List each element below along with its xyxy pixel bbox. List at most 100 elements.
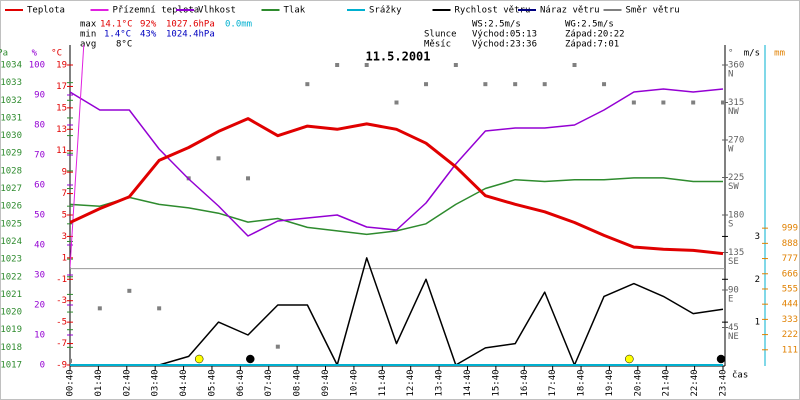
stat: 1.4°C — [104, 30, 131, 40]
axis-title: ° — [728, 49, 733, 59]
y-tick-label: 1023 — [0, 255, 22, 265]
y-tick-label: 10 — [34, 331, 45, 341]
stat: 1024.4hPa — [166, 30, 215, 40]
x-tick-label: 20:40 — [633, 369, 643, 396]
y-tick-label: 225 — [728, 173, 744, 183]
y-tick-label: 1034 — [0, 61, 22, 71]
x-tick-label: 03:40 — [151, 369, 161, 396]
y-tick-label: 555 — [782, 284, 798, 294]
y-tick-label: 1022 — [0, 272, 22, 282]
sun-rise: Východ:05:13 — [472, 30, 537, 40]
x-tick-label: 10:40 — [349, 369, 359, 396]
direction-point — [572, 63, 577, 67]
direction-point — [631, 100, 636, 105]
x-tick-label: 19:40 — [605, 369, 615, 396]
y-tick-label: 1 — [755, 318, 760, 328]
axis-title: hPa — [0, 49, 8, 59]
direction-point — [602, 82, 607, 87]
legend-label: Náraz větru — [540, 6, 600, 16]
direction-name: N — [728, 70, 733, 80]
plot-area — [70, 45, 725, 366]
y-tick-label: 3 — [755, 232, 760, 242]
y-tick-label: 777 — [782, 254, 798, 264]
x-tick-label: 06:40 — [236, 369, 246, 396]
series-line — [70, 257, 724, 366]
y-tick-label: -7 — [56, 339, 67, 349]
direction-name: NW — [728, 107, 739, 117]
x-tick-label: 09:40 — [321, 369, 331, 396]
x-tick-label: 01:40 — [94, 369, 104, 396]
y-tick-label: 1019 — [0, 325, 22, 335]
y-tick-label: 11 — [56, 146, 67, 156]
x-tick-label: 15:40 — [491, 369, 501, 396]
moon-label: Měsíc — [424, 40, 451, 50]
stat: 8°C — [116, 40, 132, 50]
direction-point — [70, 358, 72, 363]
y-tick-label: 1021 — [0, 290, 22, 300]
y-tick-label: 0 — [40, 361, 45, 371]
y-tick-label: 180 — [728, 211, 744, 221]
direction-point — [364, 63, 369, 67]
x-tick-label: 08:40 — [293, 369, 303, 396]
moon-marker — [716, 354, 726, 364]
y-tick-label: 1029 — [0, 149, 22, 159]
x-tick-label: 05:40 — [207, 369, 217, 396]
chart-title: 11.5.2001 — [365, 50, 430, 64]
y-tick-label: 40 — [34, 241, 45, 251]
y-tick-label: 7 — [62, 189, 67, 199]
y-tick-label: 1027 — [0, 184, 22, 194]
direction-point — [661, 100, 666, 105]
x-tick-label: 12:40 — [406, 369, 416, 396]
y-tick-label: 270 — [728, 136, 744, 146]
direction-name: S — [728, 220, 733, 230]
direction-point — [127, 288, 132, 293]
y-tick-label: 13 — [56, 125, 67, 135]
y-tick-label: 90 — [34, 91, 45, 101]
x-tick-label: 02:40 — [122, 369, 132, 396]
direction-name: W — [728, 145, 734, 155]
x-tick-label: 11:40 — [378, 369, 388, 396]
y-tick-label: 135 — [728, 248, 744, 258]
sun-marker — [625, 354, 634, 364]
direction-point — [483, 82, 488, 87]
y-tick-label: 1032 — [0, 96, 22, 106]
stat-label: avg — [80, 40, 96, 50]
y-tick-label: 888 — [782, 239, 798, 249]
legend-label: Teplota — [27, 6, 65, 16]
direction-point — [691, 100, 696, 105]
moon-set: Západ:7:01 — [565, 40, 619, 50]
y-tick-label: 2 — [755, 275, 760, 285]
stat: 43% — [140, 30, 157, 40]
y-tick-label: 5 — [62, 211, 67, 221]
wind-stat: WS:2.5m/s — [472, 20, 521, 30]
stat: 92% — [140, 20, 157, 30]
axis-title: °C — [51, 49, 62, 59]
y-tick-label: 80 — [34, 121, 45, 131]
legend-label: Směr větru — [626, 6, 680, 16]
x-tick-label: 00:40 — [66, 369, 76, 396]
y-tick-label: 360 — [728, 61, 744, 71]
y-tick-label: 1033 — [0, 78, 22, 88]
axis-title: m/s — [744, 49, 760, 59]
y-tick-label: 70 — [34, 151, 45, 161]
direction-point — [542, 82, 547, 87]
y-tick-label: 1025 — [0, 219, 22, 229]
y-tick-label: 222 — [782, 330, 798, 340]
stat: 1027.6hPa — [166, 20, 215, 30]
stat: 0.0mm — [225, 20, 252, 30]
stat: 14.1°C — [100, 20, 133, 30]
y-tick-label: 1024 — [0, 237, 22, 247]
moon-marker — [246, 354, 255, 364]
series-line — [70, 45, 85, 268]
y-tick-label: 111 — [782, 345, 798, 355]
y-tick-label: 3 — [62, 232, 67, 242]
x-tick-label: 04:40 — [179, 369, 189, 396]
sun-label: Slunce — [424, 30, 457, 40]
direction-point — [453, 63, 458, 67]
legend-label: Srážky — [369, 6, 402, 16]
y-tick-label: 1026 — [0, 202, 22, 212]
y-tick-label: -9 — [56, 361, 67, 371]
direction-point — [97, 306, 102, 311]
direction-point — [335, 63, 340, 67]
